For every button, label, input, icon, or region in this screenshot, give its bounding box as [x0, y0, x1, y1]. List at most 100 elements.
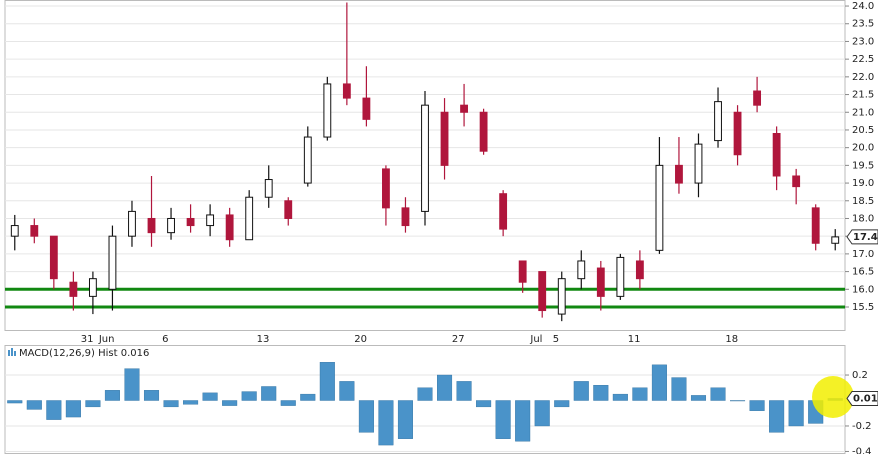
candle-body: [733, 111, 742, 156]
candle-body: [753, 90, 762, 106]
x-tick-label: Jul: [529, 334, 542, 345]
candle-body: [225, 214, 234, 241]
last-value-tag: [846, 390, 878, 406]
candle-body: [538, 271, 547, 312]
y-tick-label: 21.0: [852, 107, 874, 118]
histogram-bar: [437, 374, 453, 401]
y-tick-label: 23.0: [852, 36, 874, 47]
y-tick-label: 22.5: [852, 54, 874, 65]
candle-body: [792, 175, 801, 188]
y-tick-label: 19.5: [852, 160, 874, 171]
histogram-bar: [378, 400, 394, 446]
candle-body: [557, 278, 566, 315]
y-tick-label: 15.5: [852, 302, 874, 313]
candle-body: [518, 260, 527, 283]
x-tick-label: 20: [354, 334, 367, 345]
candle-body: [440, 111, 449, 166]
candle-body: [694, 143, 703, 184]
histogram-bar: [417, 387, 433, 401]
y-tick-label: 20.0: [852, 143, 874, 154]
x-tick-label: 13: [257, 334, 270, 345]
y-tick-label: 18.5: [852, 196, 874, 207]
histogram-bar: [495, 400, 511, 439]
histogram-bar: [7, 400, 23, 404]
candle-body: [811, 207, 820, 244]
candle-body: [655, 164, 664, 251]
candle-body: [167, 217, 175, 234]
histogram-bar: [788, 400, 804, 427]
x-tick-label: 5: [553, 334, 559, 345]
candle-body: [245, 196, 254, 241]
macd-title: MACD(12,26,9) Hist 0.016: [19, 348, 149, 359]
candle-body: [401, 207, 410, 227]
candle-body: [616, 256, 625, 297]
histogram-bar: [300, 393, 316, 401]
histogram-bar: [632, 387, 648, 401]
y-tick-label: 16.5: [852, 267, 874, 278]
histogram-bar: [222, 400, 238, 406]
histogram-bar: [261, 386, 277, 401]
histogram-bar: [534, 400, 550, 427]
histogram-bar: [573, 381, 589, 401]
y-tick-label: 17.0: [852, 249, 874, 260]
y-tick-label: 24.0: [852, 1, 874, 12]
histogram-bar: [65, 400, 81, 418]
histogram-bar: [241, 391, 257, 401]
y-tick-label: 0.2: [852, 370, 868, 381]
y-tick-label: 19.0: [852, 178, 874, 189]
candle-body: [460, 104, 468, 113]
candle-body: [362, 97, 371, 120]
candle-body: [577, 260, 586, 280]
histogram-bar: [183, 400, 199, 405]
histogram-bar: [46, 400, 62, 420]
histogram-bar: [358, 400, 374, 433]
candle-body: [10, 225, 19, 237]
candle-body: [284, 200, 293, 219]
histogram-bar: [85, 400, 101, 408]
histogram-bar: [749, 400, 765, 411]
macd-icon: [8, 348, 16, 356]
candle-body: [714, 101, 722, 142]
candle-body: [264, 179, 273, 198]
histogram-bar: [202, 392, 218, 401]
y-tick-label: -0.4: [852, 446, 872, 454]
x-tick-label: 27: [452, 334, 465, 345]
histogram-bar: [769, 400, 785, 433]
histogram-bar: [612, 393, 628, 401]
candle-body: [635, 260, 644, 280]
y-tick-label: 18.0: [852, 213, 874, 224]
y-tick-label: 20.5: [852, 125, 874, 136]
y-tick-label: 23.5: [852, 19, 874, 30]
last-value-label: 0.016: [853, 393, 878, 404]
x-tick-label: 6: [162, 334, 168, 345]
histogram-bar: [319, 362, 335, 401]
y-tick-label: -0.2: [852, 421, 872, 432]
histogram-bar: [280, 400, 296, 406]
candle-body: [421, 104, 429, 212]
histogram-bar: [476, 400, 492, 408]
candle-body: [479, 111, 488, 152]
histogram-bar: [104, 390, 120, 401]
candle-body: [206, 214, 215, 227]
y-tick-label: 22.0: [852, 72, 874, 83]
x-tick-label: 18: [725, 334, 738, 345]
candle-body: [128, 210, 136, 237]
histogram-bar: [397, 400, 413, 439]
candle-body: [108, 235, 117, 290]
candle-body: [88, 278, 97, 297]
candle-body: [831, 236, 840, 244]
candle-body: [69, 281, 78, 297]
candle-body: [772, 133, 781, 177]
histogram-bar: [730, 400, 746, 402]
candle-body: [342, 83, 351, 99]
histogram-bar: [26, 400, 42, 410]
y-tick-label: 16.0: [852, 284, 874, 295]
histogram-bar: [690, 395, 707, 401]
x-tick-label: Jun: [98, 334, 115, 345]
x-tick-label: 31: [81, 334, 94, 345]
histogram-bar: [143, 390, 160, 401]
candle-body: [596, 267, 605, 297]
candle-body: [30, 225, 39, 237]
